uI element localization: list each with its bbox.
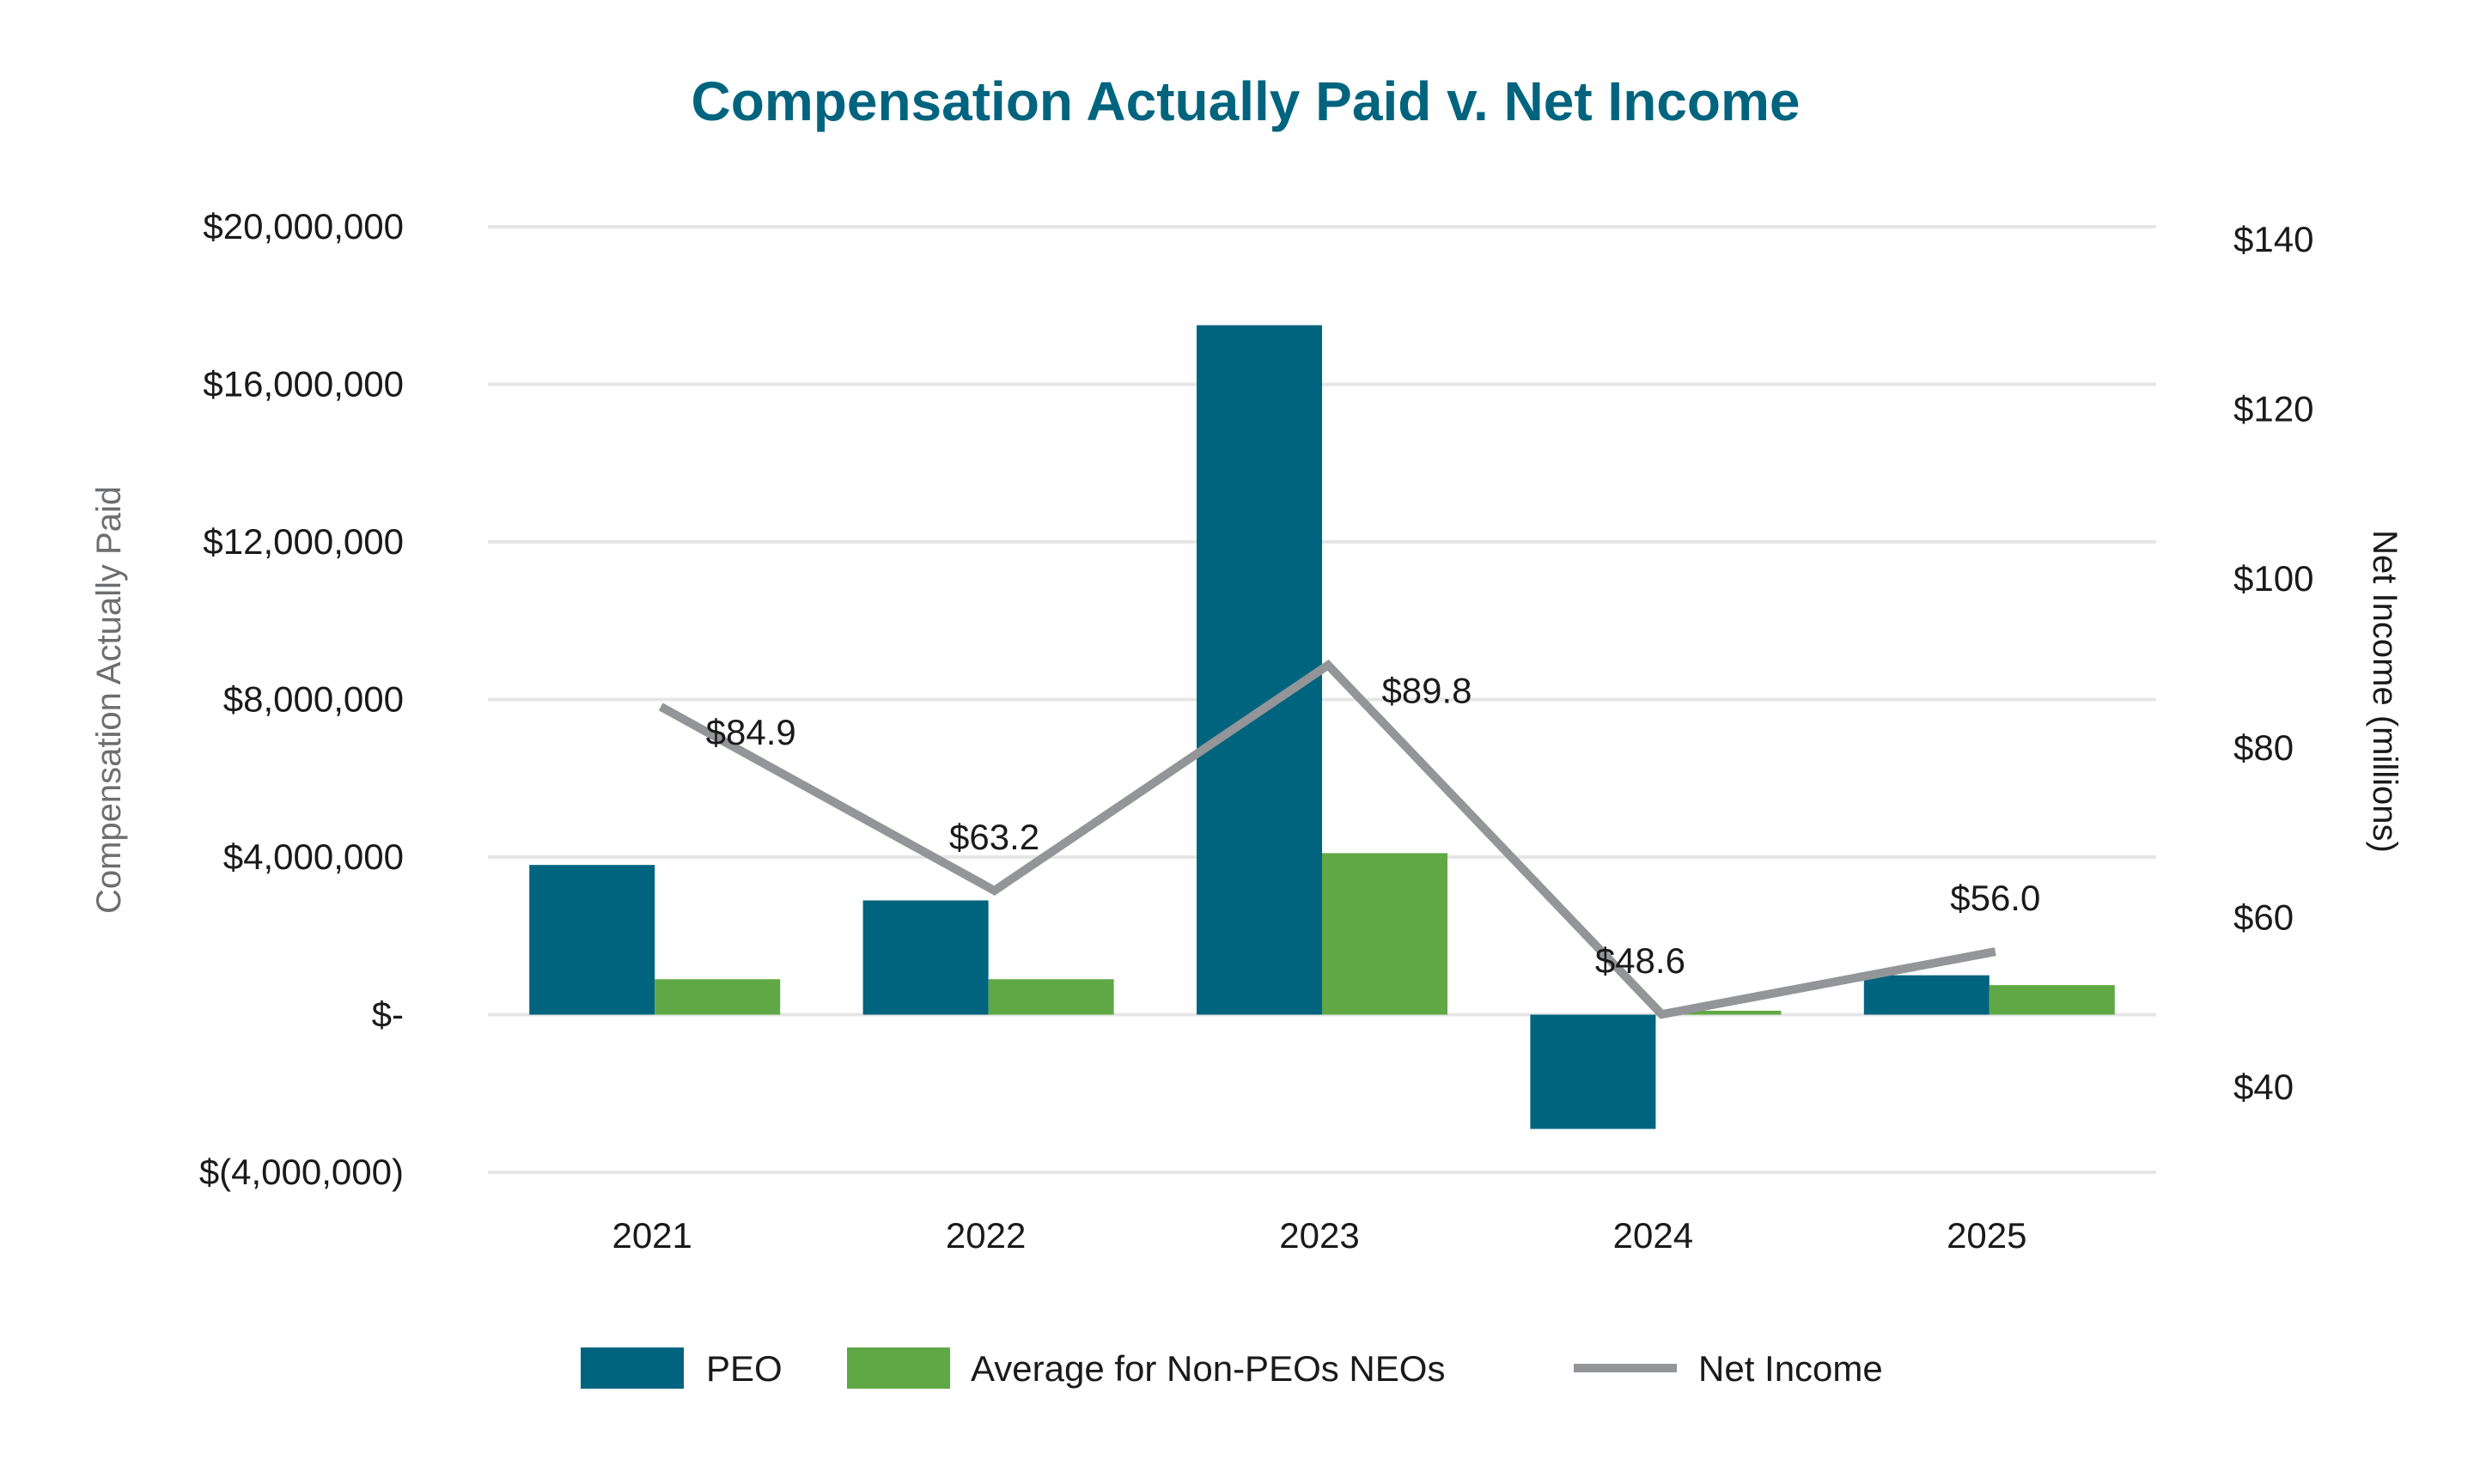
net-income-data-label: $63.2	[949, 817, 1039, 857]
left-axis-tick-label: $20,000,000	[203, 206, 404, 246]
bar-peo-2025	[1863, 975, 1990, 1015]
left-axis-tick-label: $16,000,000	[203, 364, 404, 404]
right-axis-tick-label: $60	[2233, 897, 2294, 938]
bar-peo-2022	[862, 900, 989, 1015]
left-axis-tick-label: $12,000,000	[203, 521, 404, 562]
bar-peo-2021	[529, 865, 655, 1015]
bars	[529, 325, 2115, 1129]
x-axis-tick-label: 2024	[1613, 1215, 1693, 1256]
bar-non-peo-neos-2025	[1989, 985, 2115, 1015]
bar-non-peo-neos-2021	[655, 979, 781, 1015]
right-axis-ticks: $40 $60 $80 $100 $120 $140	[2233, 219, 2313, 1107]
legend: PEO Average for Non-PEOs NEOs Net Income	[581, 1347, 1883, 1389]
right-axis-label: Net Income (millions)	[2366, 530, 2404, 853]
right-axis-tick-label: $100	[2233, 558, 2313, 599]
bar-non-peo-neos-2023	[1322, 853, 1447, 1015]
net-income-data-label: $56.0	[1950, 878, 2040, 918]
left-axis-tick-label: $4,000,000	[223, 836, 404, 877]
bar-peo-2023	[1197, 325, 1322, 1015]
left-axis-tick-label: $(4,000,000)	[199, 1152, 404, 1192]
x-axis-ticks: 2021 2022 2023 2024 2025	[612, 1215, 2026, 1256]
bar-peo-2024	[1530, 1014, 1656, 1129]
net-income-line: $84.9 $63.2 $89.8 $48.6 $56.0	[658, 659, 2040, 1019]
net-income-data-label: $89.8	[1381, 670, 1472, 710]
net-income-data-label: $84.9	[706, 712, 796, 752]
left-axis-ticks: $(4,000,000) $- $4,000,000 $8,000,000 $12,00…	[199, 206, 404, 1192]
legend-swatch	[847, 1347, 950, 1389]
net-income-data-label: $48.6	[1595, 940, 1685, 981]
bar-non-peo-neos-2024	[1655, 1010, 1782, 1015]
net-income-line-path	[658, 659, 1996, 1019]
left-axis-tick-label: $-	[372, 994, 404, 1035]
x-axis-tick-label: 2023	[1279, 1215, 1359, 1256]
legend-label: Average for Non-PEOs NEOs	[971, 1348, 1445, 1389]
left-axis-label: Compensation Actually Paid	[90, 486, 128, 914]
right-axis-tick-label: $120	[2233, 388, 2313, 429]
legend-swatch	[581, 1347, 684, 1389]
legend-label: Net Income	[1698, 1348, 1883, 1389]
x-axis-tick-label: 2025	[1947, 1215, 2026, 1256]
right-axis-tick-label: $80	[2233, 727, 2294, 768]
left-axis-tick-label: $8,000,000	[223, 679, 404, 720]
legend-label: PEO	[706, 1348, 783, 1389]
x-axis-tick-label: 2022	[946, 1215, 1026, 1256]
x-axis-tick-label: 2021	[612, 1215, 692, 1256]
bar-non-peo-neos-2022	[988, 979, 1114, 1015]
right-axis-tick-label: $40	[2233, 1067, 2294, 1107]
chart-title: Compensation Actually Paid v. Net Income	[692, 70, 1801, 132]
right-axis-tick-label: $140	[2233, 219, 2313, 259]
